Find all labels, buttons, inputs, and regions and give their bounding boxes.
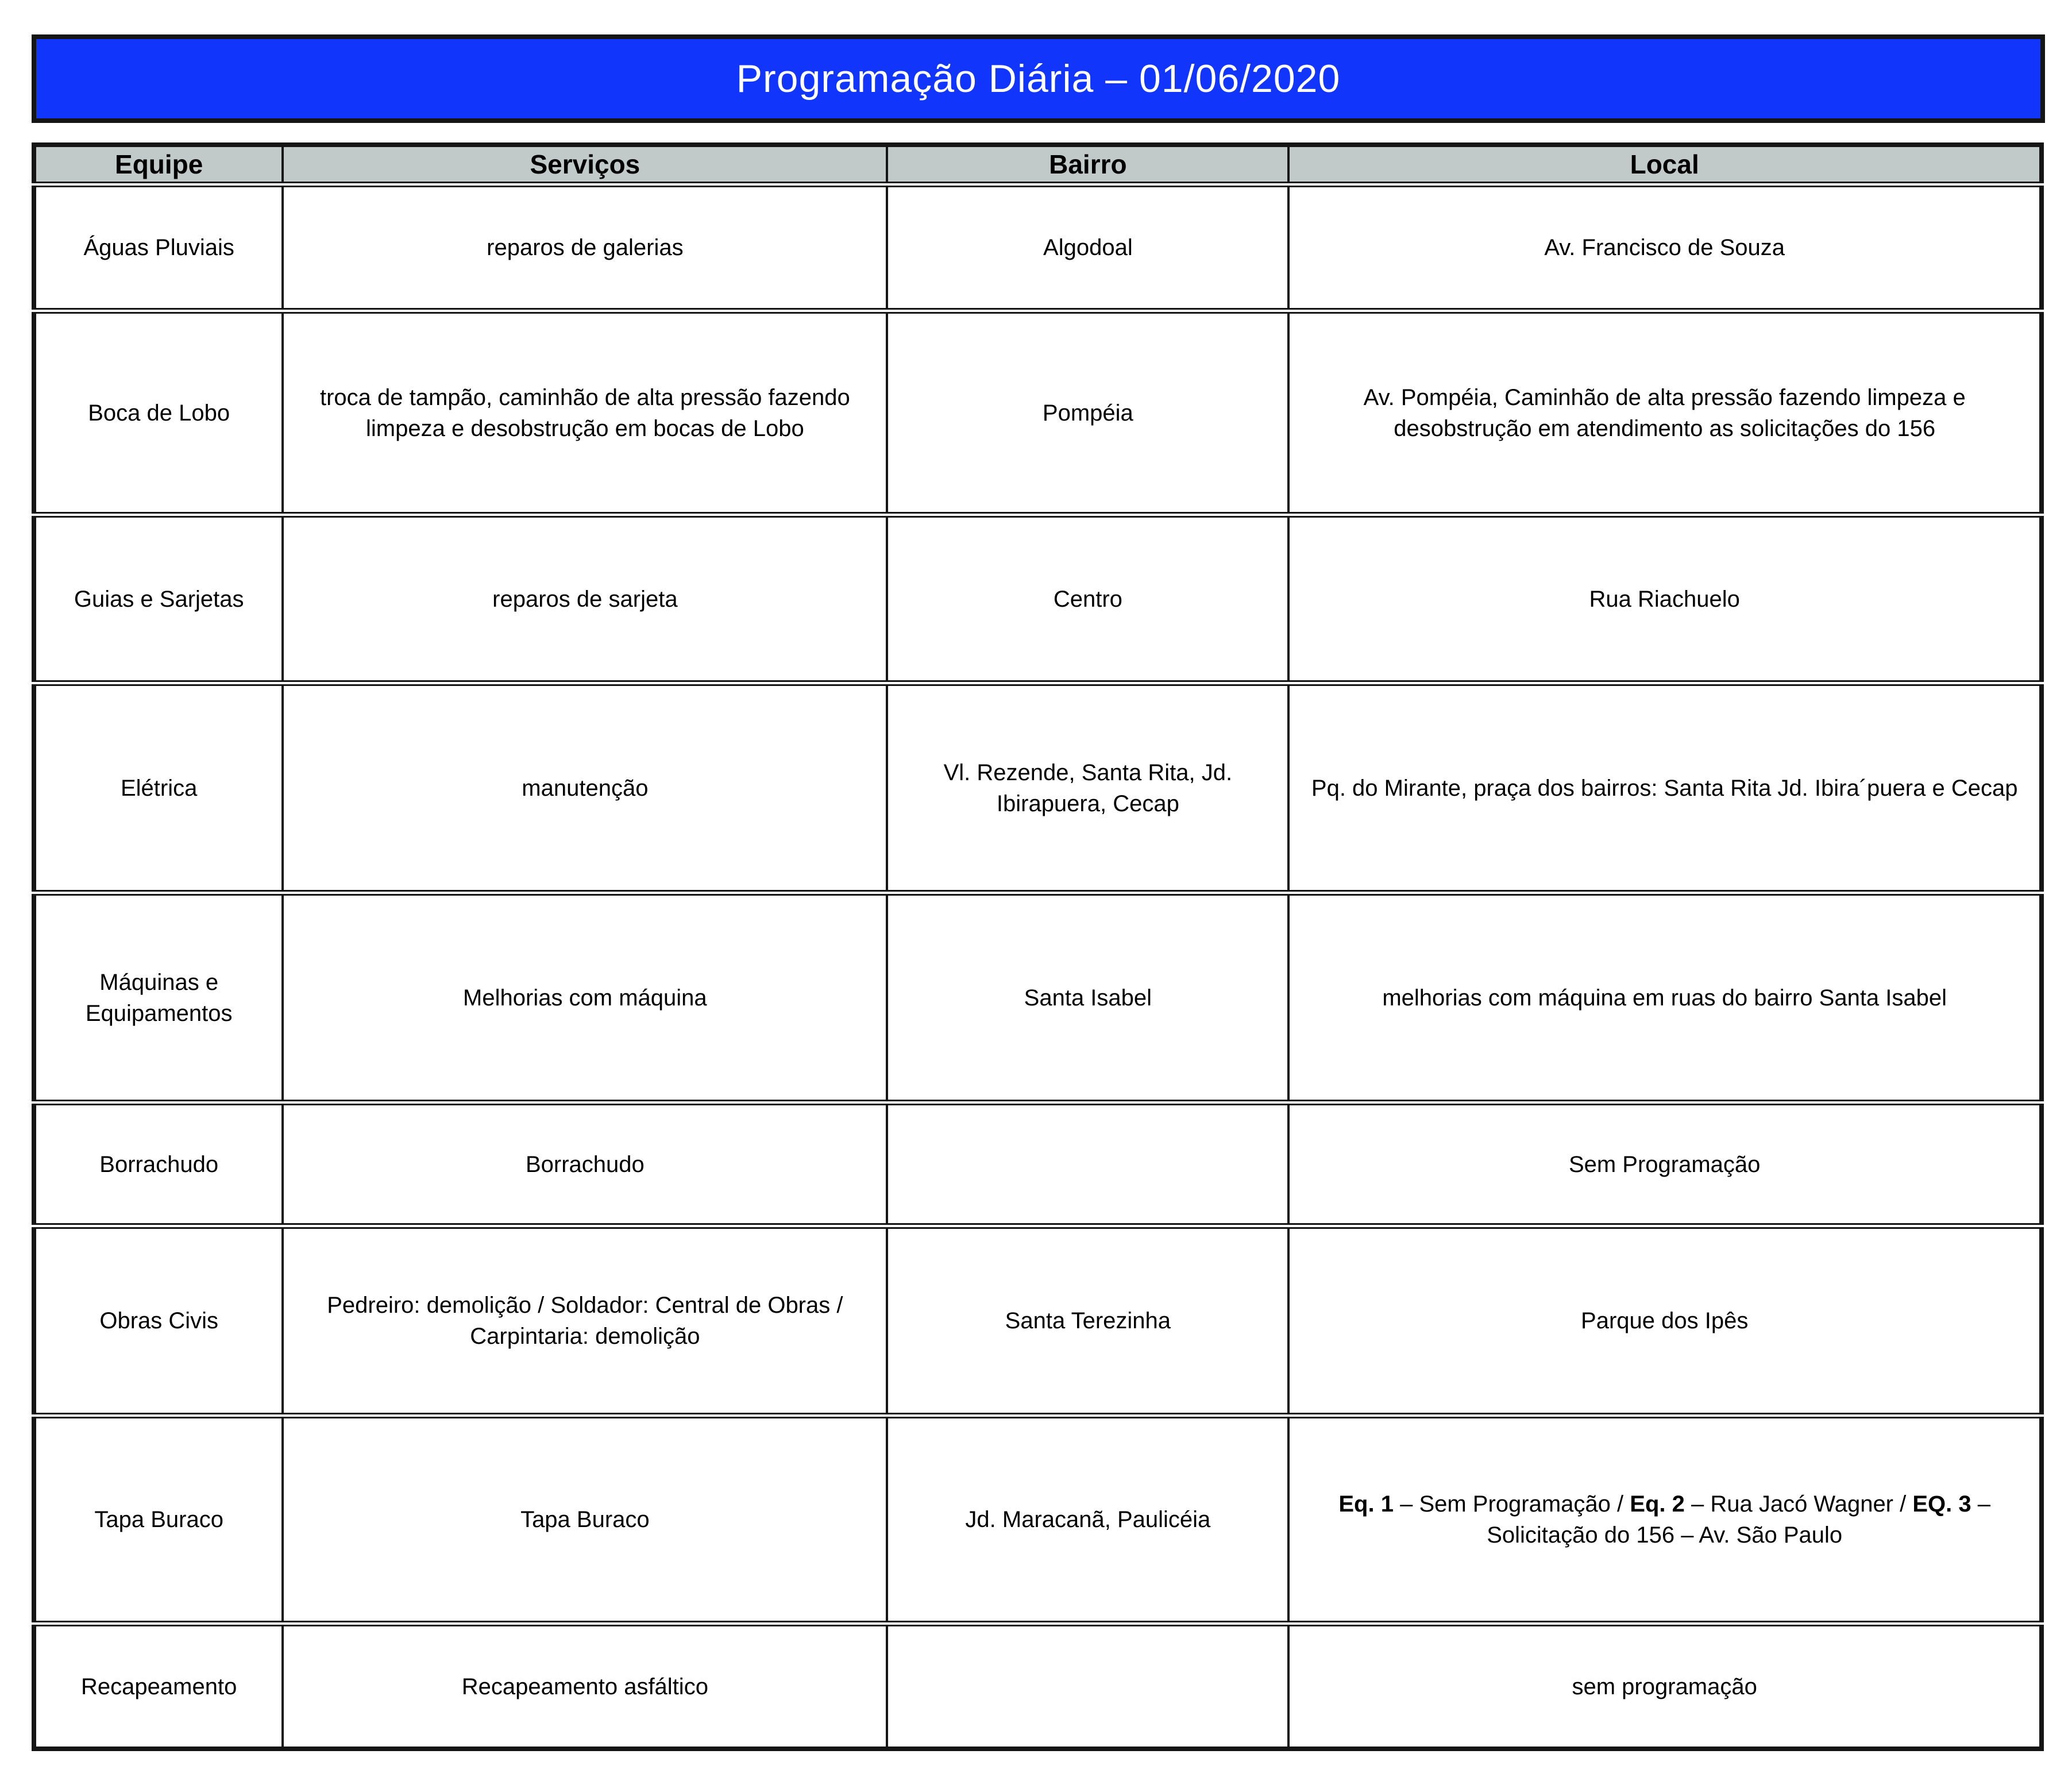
table-header: Equipe Serviços Bairro Local: [34, 145, 2042, 187]
cell-local: Rua Riachuelo: [1287, 515, 2042, 686]
cell-local: melhorias com máquina em ruas do bairro …: [1287, 893, 2042, 1105]
cell-equipe: Recapeamento: [81, 1674, 237, 1699]
table-row: Elétrica manutenção Vl. Rezende, Santa R…: [34, 683, 2042, 896]
cell-servicos: Tapa Buraco: [281, 1416, 888, 1626]
cell-equipe: Borrachudo: [34, 1102, 283, 1229]
cell-equipe: Guias e Sarjetas: [34, 515, 283, 686]
cell-local: Av. Pompéia, Caminhão de alta pressão fa…: [1287, 311, 2042, 518]
cell-bairro: [886, 1102, 1289, 1229]
header-row: Equipe Serviços Bairro Local: [34, 145, 2042, 187]
cell-bairro: Pompéia: [886, 311, 1289, 518]
cell-bairro: [886, 1624, 1289, 1749]
local-segment: sem programação: [1572, 1674, 1757, 1699]
cell-bairro: Centro: [886, 515, 1289, 686]
local-segment: Av. Francisco de Souza: [1544, 235, 1785, 260]
cell-local: Eq. 1 – Sem Programação / Eq. 2 – Rua Ja…: [1287, 1416, 2042, 1626]
cell-servicos: Melhorias com máquina: [281, 893, 888, 1105]
cell-equipe: Tapa Buraco: [34, 1416, 283, 1626]
local-segment: Av. Pompéia, Caminhão de alta pressão fa…: [1363, 384, 1966, 441]
table-row: Boca de Lobo troca de tampão, caminhão d…: [34, 311, 2042, 518]
local-segment: Sem Programação: [1568, 1151, 1761, 1177]
local-segment: Parque dos Ipês: [1581, 1308, 1749, 1333]
cell-bairro: Vl. Rezende, Santa Rita, Jd. Ibirapuera,…: [886, 683, 1289, 896]
cell-equipe: Máquinas e Equipamentos: [34, 893, 283, 1105]
local-segment: Rua Riachuelo: [1589, 586, 1740, 612]
cell-servicos: troca de tampão, caminhão de alta pressã…: [281, 311, 888, 518]
local-segment: – Solicitação do 156 – Av. São Paulo: [1487, 1491, 1990, 1548]
cell-servicos: manutenção: [281, 683, 888, 896]
local-segment-bold: EQ. 3: [1912, 1491, 1971, 1517]
column-header-bairro: Bairro: [886, 145, 1289, 187]
local-segment-bold: Eq. 1: [1338, 1491, 1394, 1517]
column-header-servicos: Serviços: [281, 145, 888, 187]
local-segment: – Sem Programação /: [1393, 1491, 1630, 1517]
table-row: Guias e Sarjetas reparos de sarjeta Cent…: [34, 515, 2042, 686]
table-row: Máquinas e Equipamentos Melhorias com má…: [34, 893, 2042, 1105]
column-header-local: Local: [1287, 145, 2042, 187]
table-body: Águas Pluviais reparos de galerias Algod…: [34, 184, 2042, 1749]
table-row: Tapa Buraco Tapa Buraco Jd. Maracanã, Pa…: [34, 1416, 2042, 1626]
cell-bairro: Jd. Maracanã, Paulicéia: [886, 1416, 1289, 1626]
cell-servicos: Borrachudo: [281, 1102, 888, 1229]
cell-equipe: Águas Pluviais: [34, 184, 283, 314]
cell-local: Av. Francisco de Souza: [1287, 184, 2042, 314]
cell-servicos: Recapeamento asfáltico: [281, 1624, 888, 1749]
cell-bairro: Algodoal: [886, 184, 1289, 314]
local-segment: – Rua Jacó Wagner /: [1684, 1491, 1913, 1517]
title-banner: Programação Diária – 01/06/2020: [32, 34, 2045, 123]
page-title: Programação Diária – 01/06/2020: [736, 57, 1341, 101]
local-segment-bold: Eq. 2: [1630, 1491, 1685, 1517]
cell-equipe: Boca de Lobo: [34, 311, 283, 518]
cell-servicos: reparos de galerias: [281, 184, 888, 314]
cell-local: Parque dos Ipês: [1287, 1226, 2042, 1418]
cell-servicos: reparos de sarjeta: [281, 515, 888, 686]
table-row: Obras Civis Pedreiro: demolição / Soldad…: [34, 1226, 2042, 1418]
table-row: Águas Pluviais reparos de galerias Algod…: [34, 184, 2042, 314]
cell-bairro: Santa Isabel: [886, 893, 1289, 1105]
cell-equipe: Obras Civis: [34, 1226, 283, 1418]
cell-local: Sem Programação: [1287, 1102, 2042, 1229]
cell-local: Pq. do Mirante, praça dos bairros: Santa…: [1287, 683, 2042, 896]
cell-bairro: Santa Terezinha: [886, 1226, 1289, 1418]
schedule-table: Equipe Serviços Bairro Local Águas Pluvi…: [32, 142, 2044, 1751]
cell-equipe: Elétrica: [34, 683, 283, 896]
table-row: Borrachudo Borrachudo Sem Programação: [34, 1102, 2042, 1229]
cell-servicos: Pedreiro: demolição / Soldador: Central …: [281, 1226, 888, 1418]
local-segment: melhorias com máquina em ruas do bairro …: [1382, 985, 1947, 1011]
table-row: Recapeamento Recapeamento asfáltico sem …: [34, 1624, 2042, 1749]
cell-local: sem programação: [1287, 1624, 2042, 1749]
column-header-equipe: Equipe: [34, 145, 283, 187]
local-segment: Pq. do Mirante, praça dos bairros: Santa…: [1311, 775, 2018, 801]
